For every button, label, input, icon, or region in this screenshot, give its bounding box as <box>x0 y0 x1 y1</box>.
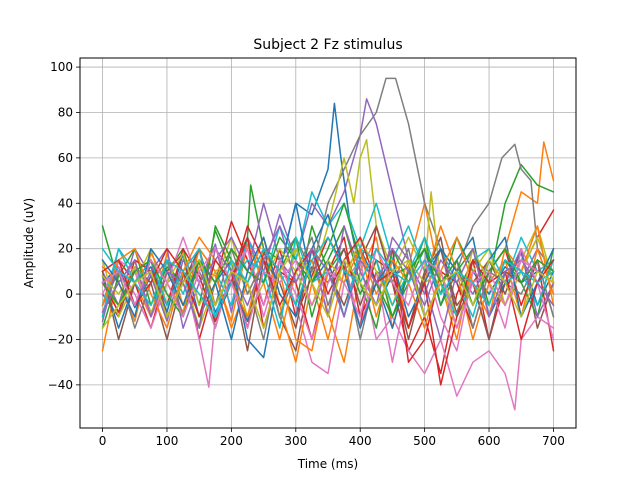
axis-ticks: 0 100 200 300 400 500 600 700 −40 −20 0 20 40 60 80 100 <box>48 60 565 448</box>
y-tick-label: 40 <box>58 196 73 210</box>
x-tick-label: 600 <box>478 434 501 448</box>
plot-frame <box>79 57 577 429</box>
series-line <box>101 247 555 329</box>
y-tick-label: 0 <box>65 287 73 301</box>
series-line <box>101 225 555 386</box>
series-line <box>101 247 555 329</box>
y-tick-label: 100 <box>50 60 73 74</box>
series-line <box>101 236 555 341</box>
x-tick-label: 200 <box>220 434 243 448</box>
y-tick-label: 20 <box>58 242 73 256</box>
y-tick-label: 60 <box>58 151 73 165</box>
x-tick-label: 400 <box>349 434 372 448</box>
x-tick-label: 500 <box>413 434 436 448</box>
x-tick-label: 700 <box>542 434 565 448</box>
chart-title: Subject 2 Fz stimulus <box>253 37 402 53</box>
series-line <box>101 236 555 363</box>
x-tick-label: 0 <box>99 434 107 448</box>
y-tick-label: −40 <box>48 378 73 392</box>
series-line <box>101 202 555 318</box>
y-tick-label: −20 <box>48 332 73 346</box>
x-tick-label: 100 <box>156 434 179 448</box>
x-axis-label: Time (ms) <box>297 457 359 471</box>
y-tick-label: 80 <box>58 105 73 119</box>
y-axis-label: Amplitude (uV) <box>22 198 36 289</box>
series-group <box>101 77 555 411</box>
x-tick-label: 300 <box>284 434 307 448</box>
